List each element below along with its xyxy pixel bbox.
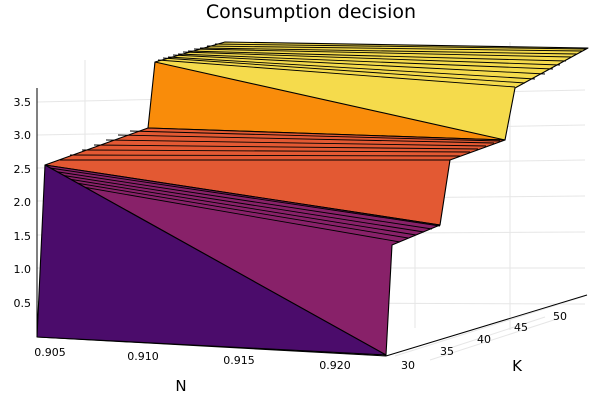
y-axis-line bbox=[385, 294, 588, 357]
x-tick-label: 0.915 bbox=[223, 354, 255, 367]
surface-mesh-lower bbox=[49, 167, 441, 243]
z-tick-label: 1.0 bbox=[14, 263, 32, 276]
x-tick-label: 0.905 bbox=[34, 346, 66, 359]
z-tick-label: 3.5 bbox=[14, 96, 32, 109]
z-tick-label: 2.0 bbox=[14, 196, 32, 209]
chart-title: Consumption decision bbox=[206, 1, 416, 23]
z-tick-label: 0.5 bbox=[14, 297, 32, 310]
y-tick-label: 40 bbox=[477, 333, 491, 346]
surface-step-1 bbox=[36, 164, 387, 356]
z-tick-label: 1.5 bbox=[14, 230, 32, 243]
y-tick-label: 35 bbox=[440, 345, 454, 358]
x-tick-label: 0.910 bbox=[127, 350, 159, 363]
surface bbox=[36, 41, 589, 356]
surface-mesh-middle bbox=[60, 130, 501, 161]
z-tick-label: 3.0 bbox=[14, 129, 32, 142]
surface-step-3 bbox=[44, 127, 506, 226]
y-tick-label: 50 bbox=[553, 310, 567, 323]
surface-mesh-top bbox=[157, 43, 587, 88]
y-tick-label: 45 bbox=[514, 321, 528, 334]
y-tick-label: 30 bbox=[401, 359, 415, 372]
x-tick-label: 0.920 bbox=[319, 359, 351, 372]
y-axis-label: K bbox=[512, 357, 523, 375]
z-tick-label: 2.5 bbox=[14, 163, 32, 176]
x-axis-label: N bbox=[175, 377, 186, 395]
